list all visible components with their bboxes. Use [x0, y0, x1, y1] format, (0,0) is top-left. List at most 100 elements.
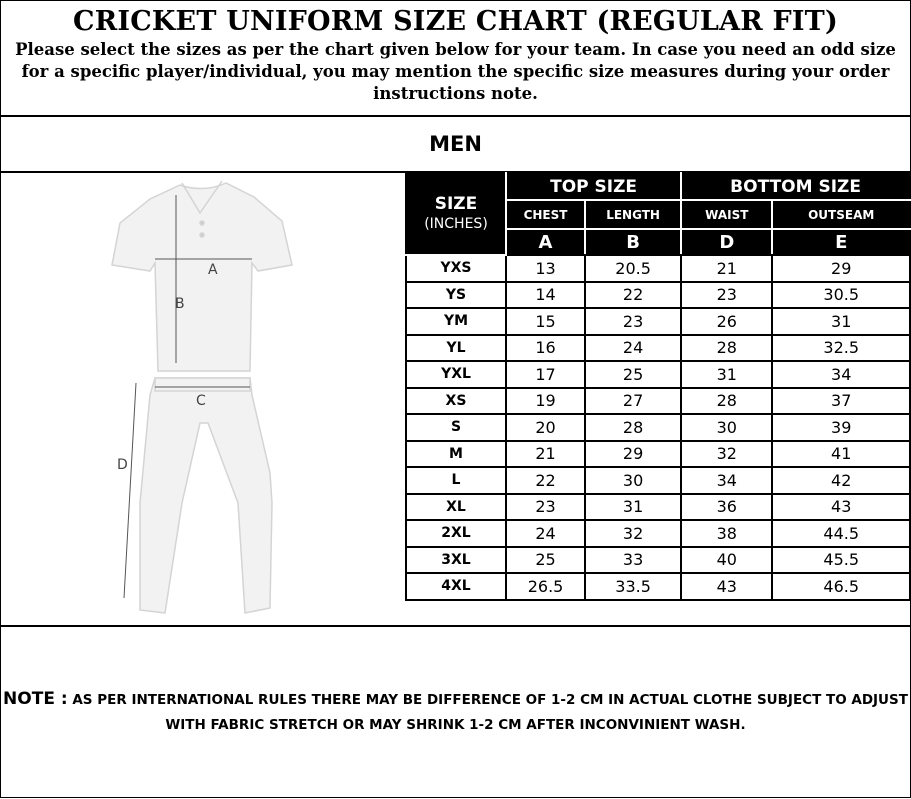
size-cell: 3XL [405, 545, 507, 574]
value-cell: 21 [504, 439, 587, 468]
value-cell: 26.5 [504, 572, 587, 601]
table-row: YXL 17 25 31 34 [405, 360, 911, 389]
note-section: NOTE : AS PER INTERNATIONAL RULES THERE … [0, 625, 911, 799]
value-cell: 38 [680, 519, 774, 548]
label-d: D [117, 457, 128, 473]
value-cell: 30.5 [771, 280, 911, 309]
note: NOTE : AS PER INTERNATIONAL RULES THERE … [0, 687, 911, 738]
table-row: YXS 13 20.5 21 29 [405, 254, 911, 283]
table-row: YS 14 22 23 30.5 [405, 280, 911, 309]
size-header: SIZE (INCHES) [405, 172, 507, 256]
size-cell: M [405, 439, 507, 468]
value-cell: 41 [771, 439, 911, 468]
col-waist: WAIST [680, 199, 774, 230]
value-cell: 28 [680, 333, 774, 362]
col-letter-a: A [504, 228, 587, 256]
size-cell: YS [405, 280, 507, 309]
value-cell: 32 [584, 519, 683, 548]
value-cell: 34 [680, 466, 774, 495]
col-outseam: OUTSEAM [771, 199, 911, 230]
table-row: YL 16 24 28 32.5 [405, 333, 911, 362]
size-cell: YL [405, 333, 507, 362]
value-cell: 29 [771, 254, 911, 283]
value-cell: 17 [504, 360, 587, 389]
value-cell: 43 [771, 492, 911, 521]
value-cell: 33 [584, 545, 683, 574]
value-cell: 44.5 [771, 519, 911, 548]
col-letter-e: E [771, 228, 911, 256]
value-cell: 24 [584, 333, 683, 362]
value-cell: 46.5 [771, 572, 911, 601]
col-letter-b: B [584, 228, 683, 256]
size-cell: XS [405, 386, 507, 415]
value-cell: 23 [504, 492, 587, 521]
value-cell: 20.5 [584, 254, 683, 283]
value-cell: 29 [584, 439, 683, 468]
value-cell: 32 [680, 439, 774, 468]
table-row: L 22 30 34 42 [405, 466, 911, 495]
size-cell: S [405, 413, 507, 442]
page-title: CRICKET UNIFORM SIZE CHART (REGULAR FIT) [73, 6, 838, 37]
page-subtitle: Please select the sizes as per the chart… [15, 40, 896, 103]
size-cell: 4XL [405, 572, 507, 601]
table-row: XL 23 31 36 43 [405, 492, 911, 521]
table-row: 3XL 25 33 40 45.5 [405, 545, 911, 574]
value-cell: 25 [504, 545, 587, 574]
value-cell: 36 [680, 492, 774, 521]
value-cell: 34 [771, 360, 911, 389]
value-cell: 30 [584, 466, 683, 495]
measure-lines [123, 195, 252, 599]
table-row: S 20 28 30 39 [405, 413, 911, 442]
value-cell: 30 [680, 413, 774, 442]
note-text: AS PER INTERNATIONAL RULES THERE MAY BE … [72, 692, 908, 733]
value-cell: 31 [584, 492, 683, 521]
size-cell: YXS [405, 254, 507, 283]
value-cell: 24 [504, 519, 587, 548]
size-header-label: SIZE [434, 194, 478, 214]
value-cell: 37 [771, 386, 911, 415]
size-cell: XL [405, 492, 507, 521]
col-chest: CHEST [504, 199, 587, 230]
value-cell: 39 [771, 413, 911, 442]
value-cell: 28 [680, 386, 774, 415]
table-row: 2XL 24 32 38 44.5 [405, 519, 911, 548]
pants-image [139, 377, 273, 614]
value-cell: 23 [680, 280, 774, 309]
value-cell: 20 [504, 413, 587, 442]
value-cell: 23 [584, 307, 683, 336]
value-cell: 40 [680, 545, 774, 574]
value-cell: 43 [680, 572, 774, 601]
value-cell: 22 [584, 280, 683, 309]
value-cell: 42 [771, 466, 911, 495]
table-row: M 21 29 32 41 [405, 439, 911, 468]
note-label: NOTE : [3, 689, 68, 709]
value-cell: 16 [504, 333, 587, 362]
value-cell: 22 [504, 466, 587, 495]
value-cell: 14 [504, 280, 587, 309]
group-top-size: TOP SIZE [504, 172, 683, 201]
size-unit-label: (INCHES) [424, 216, 488, 232]
value-cell: 33.5 [584, 572, 683, 601]
size-cell: YXL [405, 360, 507, 389]
value-cell: 27 [584, 386, 683, 415]
size-cell: YM [405, 307, 507, 336]
table-row: 4XL 26.5 33.5 43 46.5 [405, 572, 911, 601]
size-chart-table: SIZE (INCHES) TOP SIZE BOTTOM SIZE CHEST… [405, 172, 911, 601]
size-cell: L [405, 466, 507, 495]
value-cell: 28 [584, 413, 683, 442]
value-cell: 25 [584, 360, 683, 389]
section-title: MEN [0, 117, 911, 173]
col-length: LENGTH [584, 199, 683, 230]
value-cell: 21 [680, 254, 774, 283]
header: CRICKET UNIFORM SIZE CHART (REGULAR FIT)… [0, 0, 911, 117]
value-cell: 45.5 [771, 545, 911, 574]
value-cell: 31 [680, 360, 774, 389]
value-cell: 26 [680, 307, 774, 336]
col-letter-d: D [680, 228, 774, 256]
group-bottom-size: BOTTOM SIZE [680, 172, 911, 201]
table-row: XS 19 27 28 37 [405, 386, 911, 415]
label-b: B [175, 296, 185, 312]
label-a: A [208, 262, 218, 278]
value-cell: 19 [504, 386, 587, 415]
value-cell: 32.5 [771, 333, 911, 362]
